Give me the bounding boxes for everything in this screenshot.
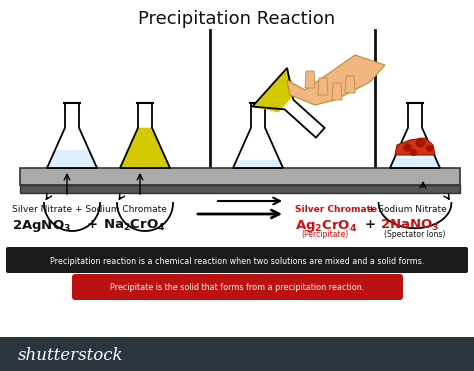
Polygon shape [305,71,315,88]
Polygon shape [252,68,325,138]
Polygon shape [395,138,435,155]
Text: $\mathbf{+}$: $\mathbf{+}$ [86,218,98,231]
FancyBboxPatch shape [6,247,468,273]
Text: + Sodium Nitrate: + Sodium Nitrate [365,205,447,214]
Polygon shape [345,76,355,93]
Text: Silver Nitrate + Sodium Chromate: Silver Nitrate + Sodium Chromate [12,205,167,214]
Polygon shape [252,68,296,112]
Text: (Spectator Ions): (Spectator Ions) [384,230,446,239]
Polygon shape [332,83,342,100]
Text: $\mathbf{Ag_2CrO_4}$: $\mathbf{Ag_2CrO_4}$ [295,218,357,234]
Text: $\mathbf{Na_2CrO_4}$: $\mathbf{Na_2CrO_4}$ [103,218,165,233]
Polygon shape [287,55,385,105]
Polygon shape [390,103,440,168]
Bar [20,168,460,185]
FancyBboxPatch shape [72,274,403,300]
Polygon shape [233,160,283,168]
Text: $\mathbf{2AgNO_3}$: $\mathbf{2AgNO_3}$ [12,218,71,234]
Text: $\mathbf{2NaNO_3}$: $\mathbf{2NaNO_3}$ [380,218,439,233]
Text: Precipitation reaction is a chemical reaction when two solutions are mixed and a: Precipitation reaction is a chemical rea… [50,256,424,266]
Polygon shape [47,150,97,168]
Polygon shape [390,158,440,168]
Text: $\mathbf{+}$: $\mathbf{+}$ [364,218,376,231]
Text: shutterstock: shutterstock [18,347,124,364]
Bar [0,337,474,371]
Polygon shape [47,103,97,168]
Bar [20,185,460,193]
Polygon shape [233,103,283,168]
Polygon shape [120,103,170,168]
Polygon shape [318,78,328,95]
Text: Precipitation Reaction: Precipitation Reaction [138,10,336,28]
Polygon shape [120,128,170,168]
Text: Silver Chromate: Silver Chromate [295,205,377,214]
Text: (Percipitate): (Percipitate) [301,230,348,239]
Text: Precipitate is the solid that forms from a precipitation reaction.: Precipitate is the solid that forms from… [110,283,364,292]
